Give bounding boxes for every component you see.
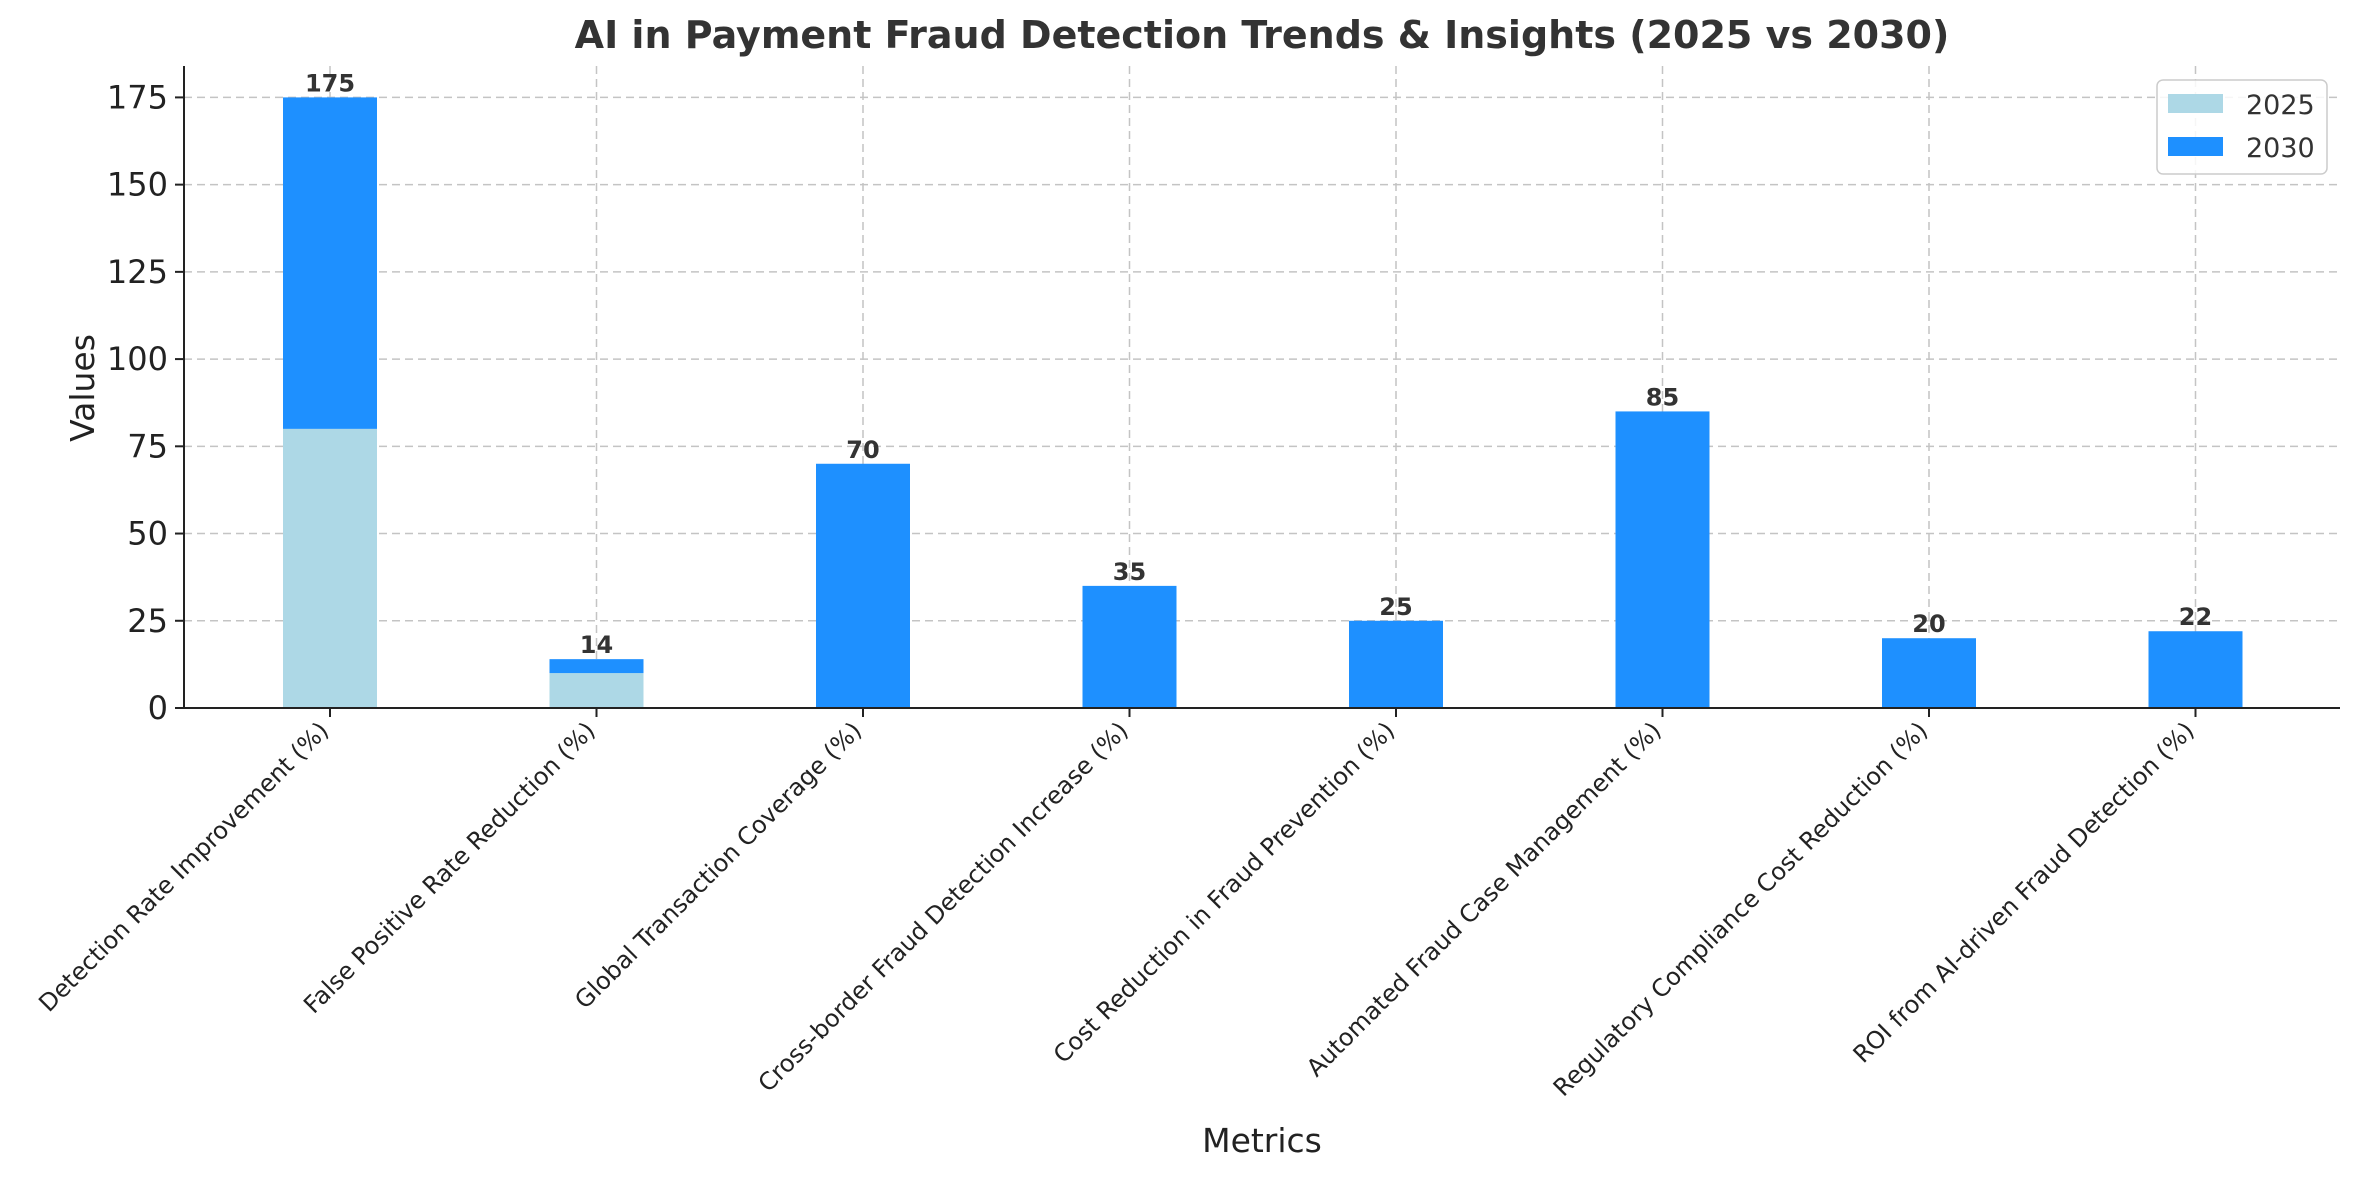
y-tick-label-125: 125 — [107, 253, 168, 291]
y-tick-label-0: 0 — [148, 689, 168, 727]
y-tick-label-50: 50 — [127, 515, 168, 553]
bar-2030-2 — [816, 463, 910, 708]
legend-label-2025: 2025 — [2246, 90, 2315, 121]
bar-2025-0 — [283, 428, 377, 708]
data-label-4: 25 — [1379, 593, 1412, 621]
data-label-0: 175 — [305, 69, 355, 97]
y-tick-label-150: 150 — [107, 166, 168, 204]
legend-label-2030: 2030 — [2246, 133, 2315, 164]
bar-2030-5 — [1615, 411, 1710, 708]
data-label-1: 14 — [580, 631, 613, 659]
bar-2030-4 — [1349, 620, 1443, 708]
chart-title: AI in Payment Fraud Detection Trends & I… — [575, 13, 1950, 57]
x-axis-title: Metrics — [1202, 1121, 1322, 1160]
legend-swatch-2025 — [2168, 94, 2223, 113]
y-tick-label-25: 25 — [127, 602, 168, 640]
bar-2030-3 — [1082, 585, 1177, 708]
y-tick-labels: 0 25 50 75 100 125 150 175 — [107, 78, 168, 727]
y-axis-title: Values — [63, 334, 102, 442]
data-labels: 175 14 70 35 25 85 20 22 — [305, 69, 2212, 659]
y-tick-label-175: 175 — [107, 78, 168, 116]
data-label-5: 85 — [1646, 383, 1679, 411]
bar-2030-6 — [1882, 638, 1976, 708]
bar-2025-1 — [549, 673, 644, 708]
data-label-6: 20 — [1912, 610, 1945, 638]
axes — [175, 66, 2340, 717]
bar-2030-1 — [549, 659, 644, 674]
data-label-7: 22 — [2179, 603, 2212, 631]
y-tick-label-100: 100 — [107, 340, 168, 378]
legend: 2025 2030 — [2156, 79, 2328, 175]
bar-2030-0 — [283, 97, 377, 429]
legend-swatch-2030 — [2168, 137, 2223, 156]
bars — [283, 97, 2243, 708]
data-label-2: 70 — [846, 436, 879, 464]
y-tick-label-75: 75 — [127, 427, 168, 465]
bar-2030-7 — [2148, 631, 2243, 708]
data-label-3: 35 — [1113, 558, 1146, 586]
